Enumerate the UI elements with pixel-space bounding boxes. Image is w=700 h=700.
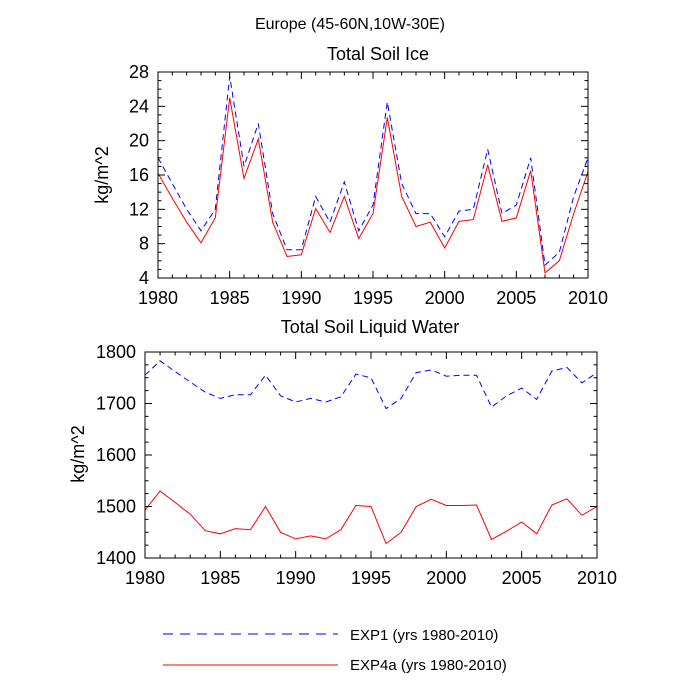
- y-tick-label: 24: [129, 96, 149, 116]
- y-tick-label: 8: [139, 234, 149, 254]
- y-axis-label: kg/m^2: [92, 146, 112, 203]
- plot-frame: [144, 351, 598, 559]
- x-tick-label: 2000: [426, 568, 466, 588]
- series-line-exp1: [157, 76, 589, 267]
- x-tick-label: 2010: [568, 288, 608, 308]
- panel-total-soil-liquid-water: Total Soil Liquid Water kg/m^2 1980 1985 1…: [68, 317, 617, 588]
- y-tick-label: 28: [129, 62, 149, 82]
- y-tick-label: 4: [139, 268, 149, 288]
- x-tick-label: 1980: [138, 288, 178, 308]
- x-tick-label: 1980: [125, 568, 165, 588]
- y-tick-label: 16: [129, 165, 149, 185]
- panel-title: Total Soil Liquid Water: [281, 317, 459, 337]
- panel-total-soil-ice: Total Soil Ice kg/m^2 1980 1985 1990 1995 20…: [92, 44, 608, 308]
- y-tick-label: 1400: [96, 548, 136, 568]
- series-line-exp1: [144, 360, 598, 410]
- y-tick-label: 1600: [96, 445, 136, 465]
- series-line-exp4a: [144, 490, 598, 545]
- x-tick-label: 2005: [496, 288, 536, 308]
- x-tick-label: 1995: [353, 288, 393, 308]
- x-tick-label: 1995: [351, 568, 391, 588]
- x-tick-label: 1990: [276, 568, 316, 588]
- x-tick-label: 2010: [577, 568, 617, 588]
- legend-label-exp4a: EXP4a (yrs 1980-2010): [350, 657, 507, 674]
- x-tick-label: 2005: [502, 568, 542, 588]
- plot-frame: [157, 71, 589, 279]
- y-tick-label: 1700: [96, 394, 136, 414]
- x-tick-label: 1985: [200, 568, 240, 588]
- figure-title: Europe (45-60N,10W-30E): [255, 16, 445, 33]
- x-tick-label: 1985: [210, 288, 250, 308]
- y-tick-label: 1800: [96, 342, 136, 362]
- y-tick-label: 20: [129, 131, 149, 151]
- y-axis-label: kg/m^2: [68, 425, 88, 482]
- y-tick-label: 1500: [96, 497, 136, 517]
- x-tick-label: 1990: [281, 288, 321, 308]
- y-tick-label: 12: [129, 199, 149, 219]
- series-line-exp4a: [157, 97, 589, 274]
- legend-label-exp1: EXP1 (yrs 1980-2010): [350, 627, 498, 644]
- x-tick-label: 2000: [425, 288, 465, 308]
- panel-title: Total Soil Ice: [327, 44, 429, 64]
- legend: EXP1 (yrs 1980-2010) EXP4a (yrs 1980-201…: [163, 627, 507, 674]
